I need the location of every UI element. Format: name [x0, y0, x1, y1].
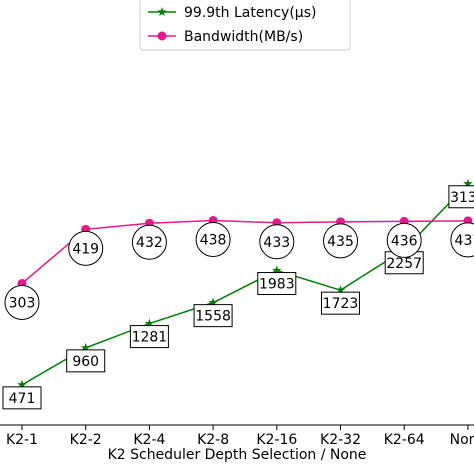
- label-box: [193, 304, 233, 328]
- legend-label: 99.9th Latency(μs): [184, 5, 316, 21]
- label-circle: [450, 222, 474, 258]
- star-marker: [144, 318, 155, 328]
- data-label: 437: [455, 233, 474, 249]
- x-axis-label: K2 Scheduler Depth Selection / None: [108, 447, 367, 463]
- data-label: 438: [200, 232, 227, 248]
- star-marker: [80, 342, 91, 352]
- label-box: [448, 185, 474, 209]
- data-label: 432: [136, 235, 163, 251]
- label-box: [2, 386, 42, 410]
- label-circle: [131, 224, 167, 260]
- star-marker: [208, 297, 218, 307]
- legend-label: Bandwidth(MB/s): [184, 29, 303, 45]
- star-marker: [17, 379, 27, 389]
- x-tick-label: K2-8: [197, 432, 229, 448]
- x-tick-label: K2-16: [256, 432, 297, 448]
- data-label: 419: [72, 241, 99, 257]
- legend-marker: [157, 31, 167, 41]
- legend-marker: [157, 7, 167, 16]
- x-tick-label: K2-64: [384, 432, 425, 448]
- label-box: [321, 291, 360, 315]
- x-tick-label: None: [450, 432, 474, 448]
- legend-box: [139, 0, 351, 51]
- label-circle: [4, 284, 40, 320]
- label-circle: [68, 230, 104, 266]
- data-label: 471: [9, 391, 36, 407]
- x-tick-label: K2-32: [320, 432, 361, 448]
- data-label: 1281: [132, 330, 168, 346]
- data-label: 1558: [195, 309, 231, 325]
- data-label: 1723: [323, 296, 359, 312]
- series-line: [21, 219, 468, 285]
- label-circle: [323, 223, 358, 259]
- data-label: 435: [327, 234, 354, 250]
- label-box: [129, 325, 169, 349]
- label-circle: [259, 224, 295, 260]
- label-circle: [386, 222, 422, 258]
- star-marker: [463, 178, 473, 188]
- label-box: [66, 349, 106, 373]
- star-marker: [272, 265, 282, 275]
- label-box: [257, 272, 297, 296]
- label-circle: [195, 221, 231, 257]
- data-label: 1983: [259, 277, 295, 293]
- star-marker: [335, 285, 346, 295]
- data-label: 433: [263, 235, 290, 251]
- data-label: 3130: [450, 190, 474, 206]
- x-tick-label: K2-2: [70, 432, 102, 448]
- data-label: 960: [72, 354, 99, 370]
- data-label: 436: [391, 233, 418, 249]
- data-label: 303: [9, 295, 36, 311]
- x-tick-label: K2-1: [6, 432, 38, 448]
- data-label: 2257: [386, 256, 422, 272]
- x-tick-label: K2-4: [133, 432, 165, 448]
